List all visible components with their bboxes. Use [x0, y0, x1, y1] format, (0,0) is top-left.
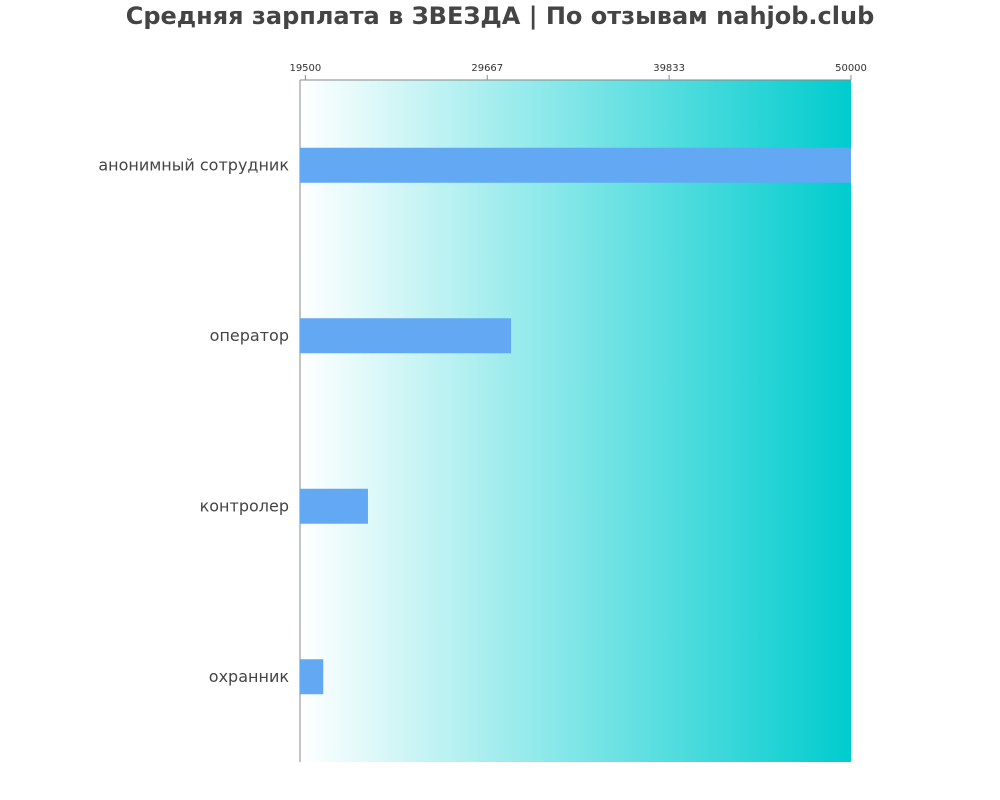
bar-1	[300, 318, 512, 354]
category-label-3: охранник	[209, 667, 290, 686]
x-tick-label-3: 50000	[835, 63, 867, 74]
category-label-0: анонимный сотрудник	[98, 155, 289, 174]
category-label-2: контролер	[200, 496, 289, 515]
plot-background	[300, 80, 851, 762]
bar-3	[300, 659, 324, 695]
x-tick-label-1: 29667	[471, 63, 503, 74]
x-tick-label-2: 39833	[653, 63, 685, 74]
category-label-1: оператор	[210, 326, 289, 345]
chart-title: Средняя зарплата в ЗВЕЗДА | По отзывам n…	[125, 2, 875, 30]
x-tick-label-0: 19500	[289, 63, 321, 74]
bar-0	[300, 147, 851, 183]
bar-2	[300, 488, 368, 524]
